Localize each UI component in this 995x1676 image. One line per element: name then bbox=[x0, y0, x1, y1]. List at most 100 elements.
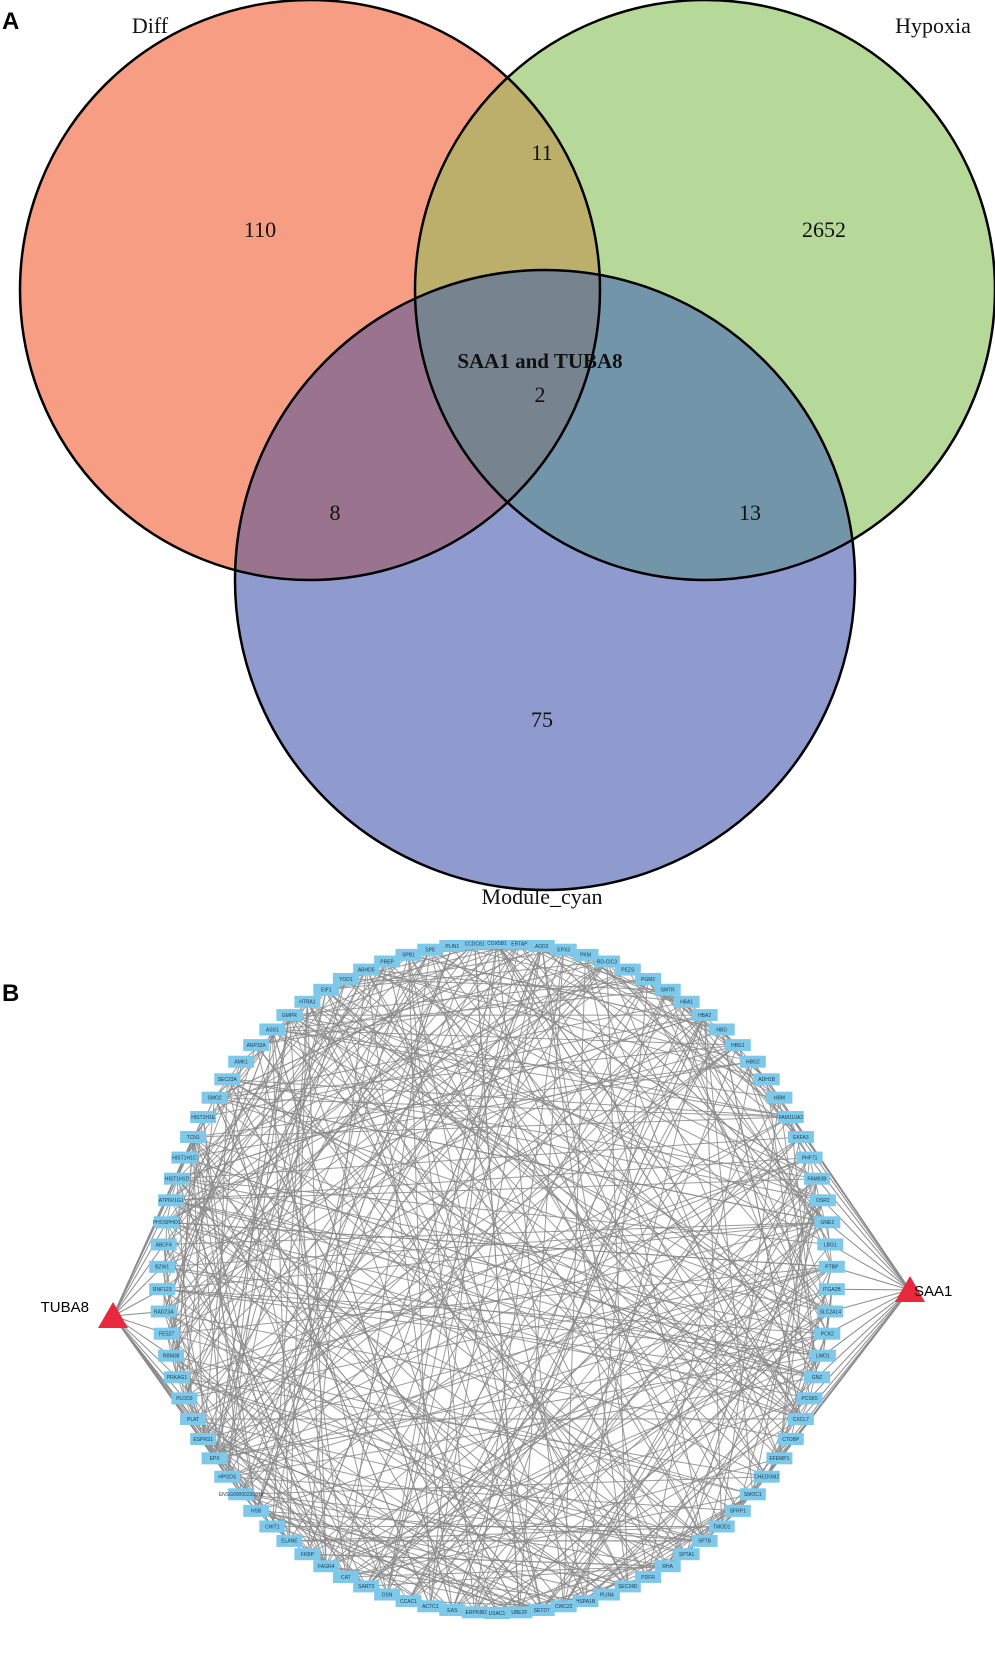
network-node: AMK1 bbox=[228, 1055, 255, 1068]
network-edge bbox=[496, 942, 828, 1223]
network-edge bbox=[326, 961, 607, 991]
hub-edge bbox=[831, 1288, 911, 1291]
node-box bbox=[804, 1172, 830, 1185]
network-edge bbox=[166, 943, 475, 1223]
network-edge bbox=[452, 945, 687, 1003]
network-edge bbox=[184, 1157, 629, 1587]
network-edge bbox=[214, 1266, 832, 1459]
network-node: ABCF4 bbox=[150, 1238, 177, 1251]
all-three-count: 2 bbox=[535, 382, 546, 407]
node-box bbox=[484, 1607, 510, 1619]
network-edge bbox=[163, 1244, 327, 1567]
hub-edge bbox=[830, 1289, 911, 1312]
network-edge bbox=[166, 1333, 453, 1611]
node-box bbox=[528, 1604, 555, 1616]
network-edge bbox=[563, 949, 802, 1138]
node-label: SETD7 bbox=[534, 1608, 550, 1614]
node-label: EPX3 bbox=[557, 948, 570, 954]
node-box bbox=[150, 1238, 177, 1251]
network-edge bbox=[345, 978, 828, 1335]
network-edge bbox=[585, 954, 780, 1459]
network-node: EIF1 bbox=[313, 983, 340, 996]
node-box bbox=[753, 1073, 780, 1086]
node-label: ASS1 bbox=[266, 1027, 279, 1033]
node-box bbox=[766, 1091, 793, 1104]
network-edge bbox=[365, 1136, 802, 1587]
network-edge bbox=[307, 1001, 831, 1312]
node-box bbox=[528, 940, 555, 952]
hub-edge bbox=[822, 1199, 911, 1291]
network-edge bbox=[214, 945, 542, 1099]
network-node: RD-CIC3 bbox=[593, 955, 620, 968]
node-box bbox=[417, 1600, 444, 1613]
network-edges bbox=[112, 942, 911, 1614]
network-edge bbox=[241, 1476, 767, 1495]
network-edge bbox=[192, 943, 520, 1420]
node-label: COX5B1 bbox=[487, 941, 507, 947]
network-edge bbox=[325, 989, 780, 1459]
node-label: SEC24D bbox=[618, 1584, 638, 1590]
network-edge bbox=[386, 942, 498, 1595]
node-box bbox=[739, 1488, 766, 1501]
network-edge bbox=[288, 1014, 498, 1614]
node-label: FAM110A2 bbox=[779, 1115, 804, 1121]
network-edge bbox=[170, 1355, 367, 1587]
node-label: SPTA1 bbox=[679, 1552, 695, 1558]
network-node: DSN bbox=[374, 1588, 401, 1601]
node-label: SPE bbox=[425, 948, 436, 954]
node-box bbox=[724, 1504, 751, 1517]
hub-edge bbox=[830, 1244, 911, 1291]
node-label: FAGR4 bbox=[318, 1564, 335, 1570]
network-node: RADZ3A bbox=[150, 1305, 177, 1318]
hub-label-saa1: SAA1 bbox=[914, 1283, 952, 1300]
network-node: CTOBP bbox=[777, 1433, 804, 1445]
network-edge bbox=[161, 1289, 242, 1495]
node-label: CAT bbox=[341, 1575, 351, 1581]
node-label: RBM38 bbox=[163, 1354, 180, 1360]
network-edge bbox=[585, 1376, 818, 1602]
network-edge bbox=[563, 1493, 754, 1607]
node-label: ANP32A bbox=[247, 1043, 267, 1049]
network-edge bbox=[737, 1044, 831, 1312]
network-edge bbox=[721, 1029, 802, 1420]
network-node: USAC1 bbox=[484, 1607, 510, 1619]
network-edge bbox=[202, 943, 520, 1118]
network-node: SPTA1 bbox=[673, 1548, 700, 1561]
node-label: PREP bbox=[380, 959, 394, 965]
network-edge bbox=[306, 1001, 688, 1555]
network-edge bbox=[256, 1510, 520, 1613]
network-node: OSR2 bbox=[809, 1194, 836, 1207]
network-node: PDFR bbox=[635, 1571, 662, 1583]
hypoxia-outline bbox=[413, 0, 995, 582]
network-node: ADH1B bbox=[753, 1073, 780, 1086]
node-box bbox=[593, 1588, 620, 1601]
node-label: HSPA1B bbox=[576, 1599, 596, 1605]
network-edge bbox=[429, 949, 586, 1602]
network-edge bbox=[686, 1136, 802, 1555]
node-label: SEC23A bbox=[218, 1077, 238, 1083]
node-box bbox=[201, 1452, 228, 1465]
network-node: PCSK5 bbox=[796, 1392, 823, 1405]
node-label: CTOBP bbox=[782, 1437, 800, 1443]
all-three-annotation: SAA1 and TUBA8 bbox=[457, 349, 622, 373]
node-box bbox=[149, 1260, 176, 1273]
network-edge bbox=[192, 1116, 792, 1420]
node-box bbox=[149, 1283, 176, 1296]
node-box bbox=[766, 1452, 793, 1465]
network-edge bbox=[451, 1178, 818, 1611]
node-box bbox=[817, 1238, 844, 1251]
network-node: PCK2 bbox=[814, 1327, 841, 1340]
node-label: LMO1 bbox=[816, 1354, 830, 1360]
node-box bbox=[796, 1392, 823, 1405]
network-edge bbox=[345, 1493, 753, 1578]
node-label: LBG1 bbox=[824, 1242, 837, 1248]
node-label: PCK2 bbox=[821, 1332, 834, 1338]
node-label: ATP6V1G1 bbox=[159, 1198, 184, 1204]
diff-only-count: 110 bbox=[244, 217, 276, 242]
network-edge bbox=[272, 943, 475, 1030]
node-box bbox=[814, 1216, 841, 1229]
network-node: ADD2 bbox=[528, 940, 555, 952]
network-edge bbox=[176, 1178, 327, 1567]
node-box bbox=[190, 1111, 217, 1123]
node-box bbox=[804, 1371, 830, 1384]
